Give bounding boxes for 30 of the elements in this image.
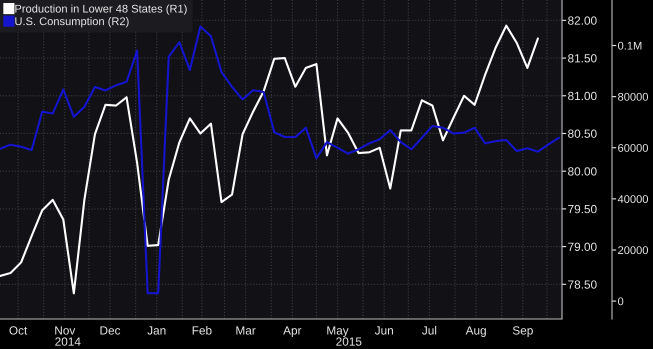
x-tick-label: Jul <box>422 326 436 335</box>
y2-tick-label: 80000 <box>618 92 648 101</box>
text: 2014 <box>55 337 81 346</box>
x-tick-label: Dec <box>100 326 120 335</box>
x-tick-label: Sep <box>512 326 533 337</box>
y2-tick-label: 60000 <box>618 144 648 152</box>
y2-tick-label: 0 <box>618 297 624 306</box>
legend-label: Production in Lower 48 States (R1) <box>15 4 187 15</box>
y-tick-label: 80.00 <box>568 167 597 176</box>
y2-tick-label: 20000 <box>618 246 648 254</box>
y-tick-label: 81.00 <box>568 92 597 100</box>
x-tick-label: May <box>327 326 349 337</box>
x-tick-label: Oct <box>9 326 28 335</box>
x-tick-label: Apr <box>283 326 302 337</box>
y-tick-label: 79.50 <box>568 204 597 214</box>
y-tick-label: 81.50 <box>568 54 597 62</box>
x-tick-label: Nov <box>55 326 76 335</box>
text: 2015 <box>336 337 362 346</box>
y-tick-label: 79.00 <box>568 242 597 251</box>
x-tick-label: Mar <box>236 326 256 335</box>
x-tick-label: Jun <box>374 326 393 335</box>
x-tick-label: Aug <box>466 326 486 337</box>
y2-tick-label: 40000 <box>618 195 648 203</box>
x-tick-label: Jan <box>147 326 166 335</box>
y-tick-label: 80.50 <box>568 130 597 138</box>
x-tick-label: Feb <box>192 326 212 335</box>
y-tick-label: 78.50 <box>568 280 597 289</box>
legend-label: U.S. Consumption (R2) <box>15 17 129 28</box>
y2-tick-label: 0.1M <box>618 42 642 50</box>
y-tick-label: 82.00 <box>568 16 597 25</box>
